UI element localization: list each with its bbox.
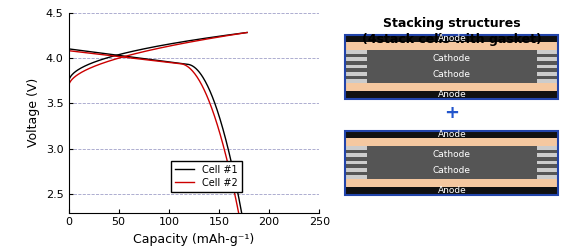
Bar [345, 72, 367, 76]
Bar [345, 42, 558, 50]
Bar [345, 179, 558, 187]
Bar [537, 65, 558, 68]
Line: Cell #2: Cell #2 [69, 32, 247, 87]
Y-axis label: Voltage (V): Voltage (V) [27, 78, 41, 147]
Bar [345, 34, 558, 42]
Text: Cathode: Cathode [433, 150, 471, 159]
Cell #1 [171, 42, 178, 44]
Bar [345, 175, 367, 179]
Text: (4stack cells with gasket): (4stack cells with gasket) [362, 32, 542, 46]
Cell #2 [171, 44, 178, 46]
Bar [537, 154, 558, 157]
Bar [345, 146, 558, 162]
Bar [345, 66, 558, 83]
Bar [345, 65, 367, 68]
Bar [345, 161, 367, 164]
Bar [345, 50, 367, 54]
X-axis label: Capacity (mAh-g⁻¹): Capacity (mAh-g⁻¹) [133, 233, 255, 246]
Text: +: + [444, 104, 459, 122]
Bar [345, 154, 367, 157]
Cell #1 [227, 33, 234, 36]
Text: Anode: Anode [437, 90, 466, 100]
Text: Cathode: Cathode [433, 70, 471, 79]
Bar [345, 162, 558, 179]
Text: Cathode: Cathode [433, 54, 471, 63]
Cell #1 [244, 31, 251, 34]
Cell #1 [171, 42, 178, 45]
Bar [345, 187, 558, 194]
Cell #2 [216, 36, 223, 38]
Bar [345, 50, 558, 66]
Text: Anode: Anode [437, 186, 466, 196]
Bar [345, 79, 367, 83]
Text: Stacking structures: Stacking structures [383, 16, 521, 30]
Bar [537, 175, 558, 179]
Cell #1 [66, 78, 73, 81]
Cell #2 [244, 31, 251, 34]
Cell #2 [171, 44, 178, 46]
Bar [345, 168, 367, 172]
Line: Cell #1: Cell #1 [69, 32, 247, 84]
Bar [537, 161, 558, 164]
Bar [537, 72, 558, 76]
Cell #2 [65, 86, 72, 88]
Bar [345, 130, 558, 194]
Bar [345, 83, 558, 91]
Bar [537, 168, 558, 172]
Bar [537, 79, 558, 83]
Bar [345, 130, 558, 138]
Bar [345, 138, 558, 146]
Bar [345, 146, 367, 150]
Legend: Cell #1, Cell #2: Cell #1, Cell #2 [171, 161, 242, 192]
Cell #2 [227, 34, 234, 36]
Text: Anode: Anode [437, 130, 466, 138]
Bar [537, 146, 558, 150]
Cell #2 [174, 43, 181, 46]
Cell #1 [174, 41, 181, 44]
Cell #1 [65, 82, 72, 85]
Text: Anode: Anode [437, 34, 466, 42]
Cell #2 [66, 82, 73, 86]
Bar [345, 34, 558, 98]
Bar [537, 58, 558, 61]
Text: Cathode: Cathode [433, 166, 471, 175]
Bar [345, 58, 367, 61]
Bar [345, 91, 558, 98]
Cell #1 [216, 35, 223, 38]
Bar [537, 50, 558, 54]
